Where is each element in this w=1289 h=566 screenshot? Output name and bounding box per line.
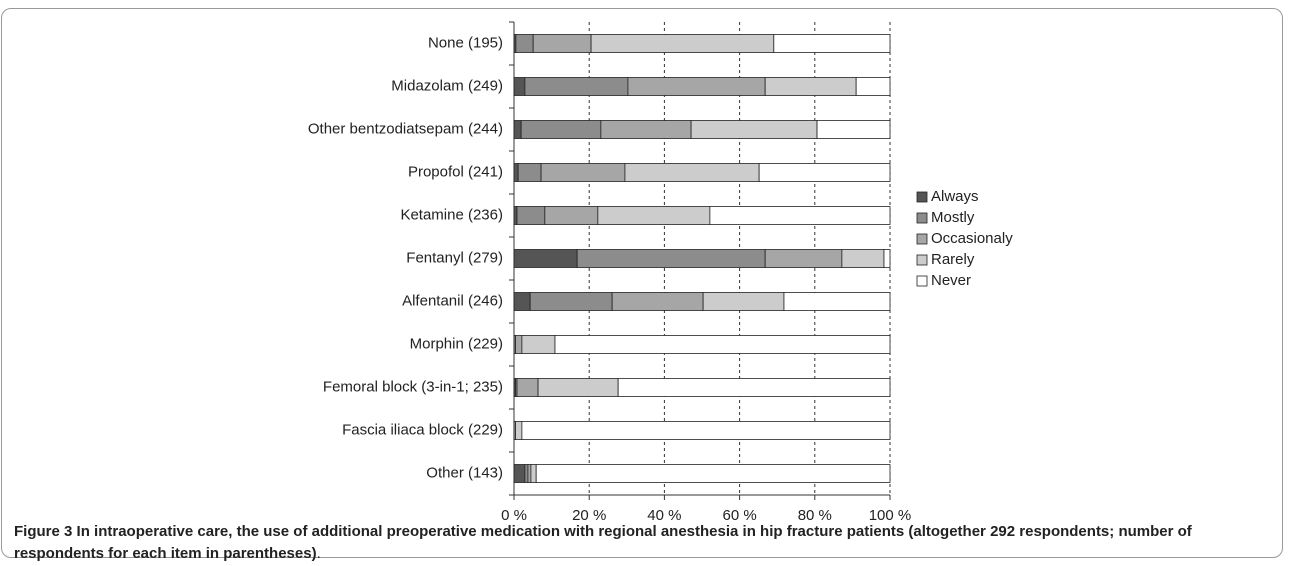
bar-segment bbox=[540, 163, 626, 182]
bar-segment bbox=[513, 292, 531, 311]
y-tick-label: Femoral block (3-in-1; 235) bbox=[323, 378, 503, 395]
bar-segment bbox=[516, 206, 546, 225]
legend-label: Rarely bbox=[931, 251, 975, 268]
bar-segment bbox=[513, 464, 526, 483]
y-tick-label: Other bentzodiatsepam (244) bbox=[308, 120, 503, 137]
legend-swatch bbox=[916, 191, 928, 203]
y-tick-label: Fascia iliaca block (229) bbox=[342, 421, 503, 438]
x-tick-label: 80 % bbox=[798, 507, 832, 524]
bar-segment bbox=[513, 77, 526, 96]
legend-swatch bbox=[916, 254, 928, 266]
bar-segment bbox=[554, 335, 891, 354]
bar-segment bbox=[537, 378, 619, 397]
legend-label: Never bbox=[931, 272, 971, 289]
bar-segment bbox=[524, 464, 529, 483]
y-tick-label: Midazolam (249) bbox=[391, 77, 503, 94]
bar-segment bbox=[617, 378, 891, 397]
bar-segment bbox=[690, 120, 818, 139]
x-tick-label: 20 % bbox=[572, 507, 606, 524]
bar-segment bbox=[516, 378, 539, 397]
bar-segment bbox=[515, 335, 523, 354]
bar-segment bbox=[513, 163, 519, 182]
bar-segment bbox=[527, 464, 532, 483]
bar-segment bbox=[524, 77, 629, 96]
bar-segment bbox=[773, 34, 891, 53]
bar-segment bbox=[764, 77, 857, 96]
bar-segment bbox=[544, 206, 599, 225]
legend-swatch bbox=[916, 212, 928, 224]
bar-segment bbox=[783, 292, 891, 311]
y-tick-label: Propofol (241) bbox=[408, 163, 503, 180]
bar-segment bbox=[597, 206, 711, 225]
bar-segment bbox=[513, 249, 578, 268]
y-tick-label: Other (143) bbox=[426, 464, 503, 481]
bar-segment bbox=[611, 292, 704, 311]
bar-segment bbox=[530, 464, 537, 483]
bar-segment bbox=[883, 249, 891, 268]
legend-swatch bbox=[916, 233, 928, 245]
caption-text: In intraoperative care, the use of addit… bbox=[14, 523, 1192, 562]
bar-segment bbox=[513, 120, 522, 139]
bar-segment bbox=[520, 120, 602, 139]
x-tick-label: 60 % bbox=[722, 507, 756, 524]
bar-segment bbox=[515, 421, 523, 440]
bar-segment bbox=[627, 77, 766, 96]
x-tick-label: 40 % bbox=[647, 507, 681, 524]
bar-segment bbox=[517, 163, 542, 182]
bar-segment bbox=[521, 421, 891, 440]
bar-segment bbox=[576, 249, 766, 268]
bar-segment bbox=[624, 163, 760, 182]
bar-segment bbox=[600, 120, 692, 139]
bar-segment bbox=[702, 292, 785, 311]
bar-segment bbox=[515, 34, 534, 53]
bar-segment bbox=[816, 120, 891, 139]
bar-segment bbox=[758, 163, 891, 182]
x-tick-label: 0 % bbox=[501, 507, 527, 524]
bar-segment bbox=[513, 206, 518, 225]
legend-label: Mostly bbox=[931, 209, 975, 226]
caption: Figure 3 In intraoperative care, the use… bbox=[14, 521, 1194, 565]
caption-end: . bbox=[316, 545, 321, 562]
legend-label: Occasionaly bbox=[931, 230, 1013, 247]
y-tick-label: Alfentanil (246) bbox=[402, 292, 503, 309]
caption-label: Figure 3 bbox=[14, 523, 73, 540]
y-tick-label: Morphin (229) bbox=[410, 335, 503, 352]
bar-segment bbox=[590, 34, 775, 53]
y-tick-label: None (195) bbox=[428, 34, 503, 51]
y-tick-label: Ketamine (236) bbox=[400, 206, 503, 223]
x-tick-label: 100 % bbox=[869, 507, 912, 524]
bar-segment bbox=[709, 206, 891, 225]
bar-segment bbox=[535, 464, 891, 483]
bar-segment bbox=[855, 77, 891, 96]
bar-segment bbox=[532, 34, 592, 53]
bar-segment bbox=[529, 292, 613, 311]
figure-frame bbox=[1, 8, 1283, 558]
legend-swatch bbox=[916, 275, 928, 287]
legend-label: Always bbox=[931, 188, 979, 205]
bar-segment bbox=[521, 335, 556, 354]
bar-segment bbox=[764, 249, 843, 268]
bar-segment bbox=[841, 249, 885, 268]
y-tick-label: Fentanyl (279) bbox=[406, 249, 503, 266]
